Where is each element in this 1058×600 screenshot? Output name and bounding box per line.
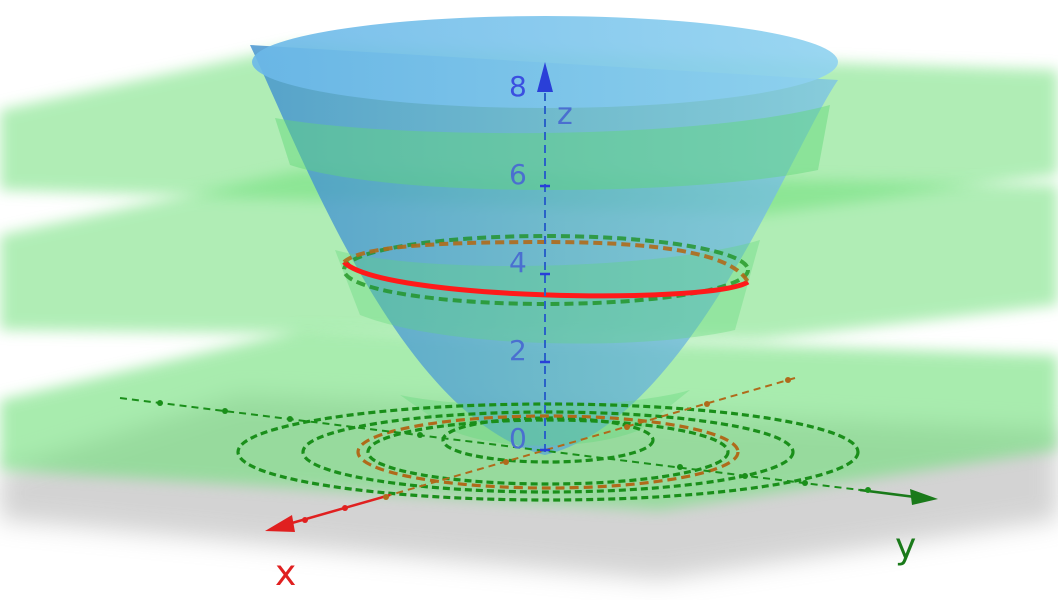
z-tick-4: 4 [509,246,527,279]
z-axis-label: z [557,97,573,132]
contour-1 [236,402,860,502]
contour-3 [366,418,730,486]
y-axis [119,397,938,505]
z-tick-8: 8 [509,70,527,103]
x-axis-label: x [275,553,296,594]
z-tick-2: 2 [509,334,527,367]
contour-4 [441,416,655,464]
y-axis-label: y [895,526,916,567]
z-tick-0: 0 [509,422,527,455]
z-axis [537,62,553,452]
z-tick-6: 6 [509,158,527,191]
x-axis [265,377,796,532]
contour-2 [301,410,795,494]
z-tick-labels: 0 2 4 6 8 [509,70,527,455]
projected-level-curve [356,414,740,490]
floor-contours [236,402,860,502]
